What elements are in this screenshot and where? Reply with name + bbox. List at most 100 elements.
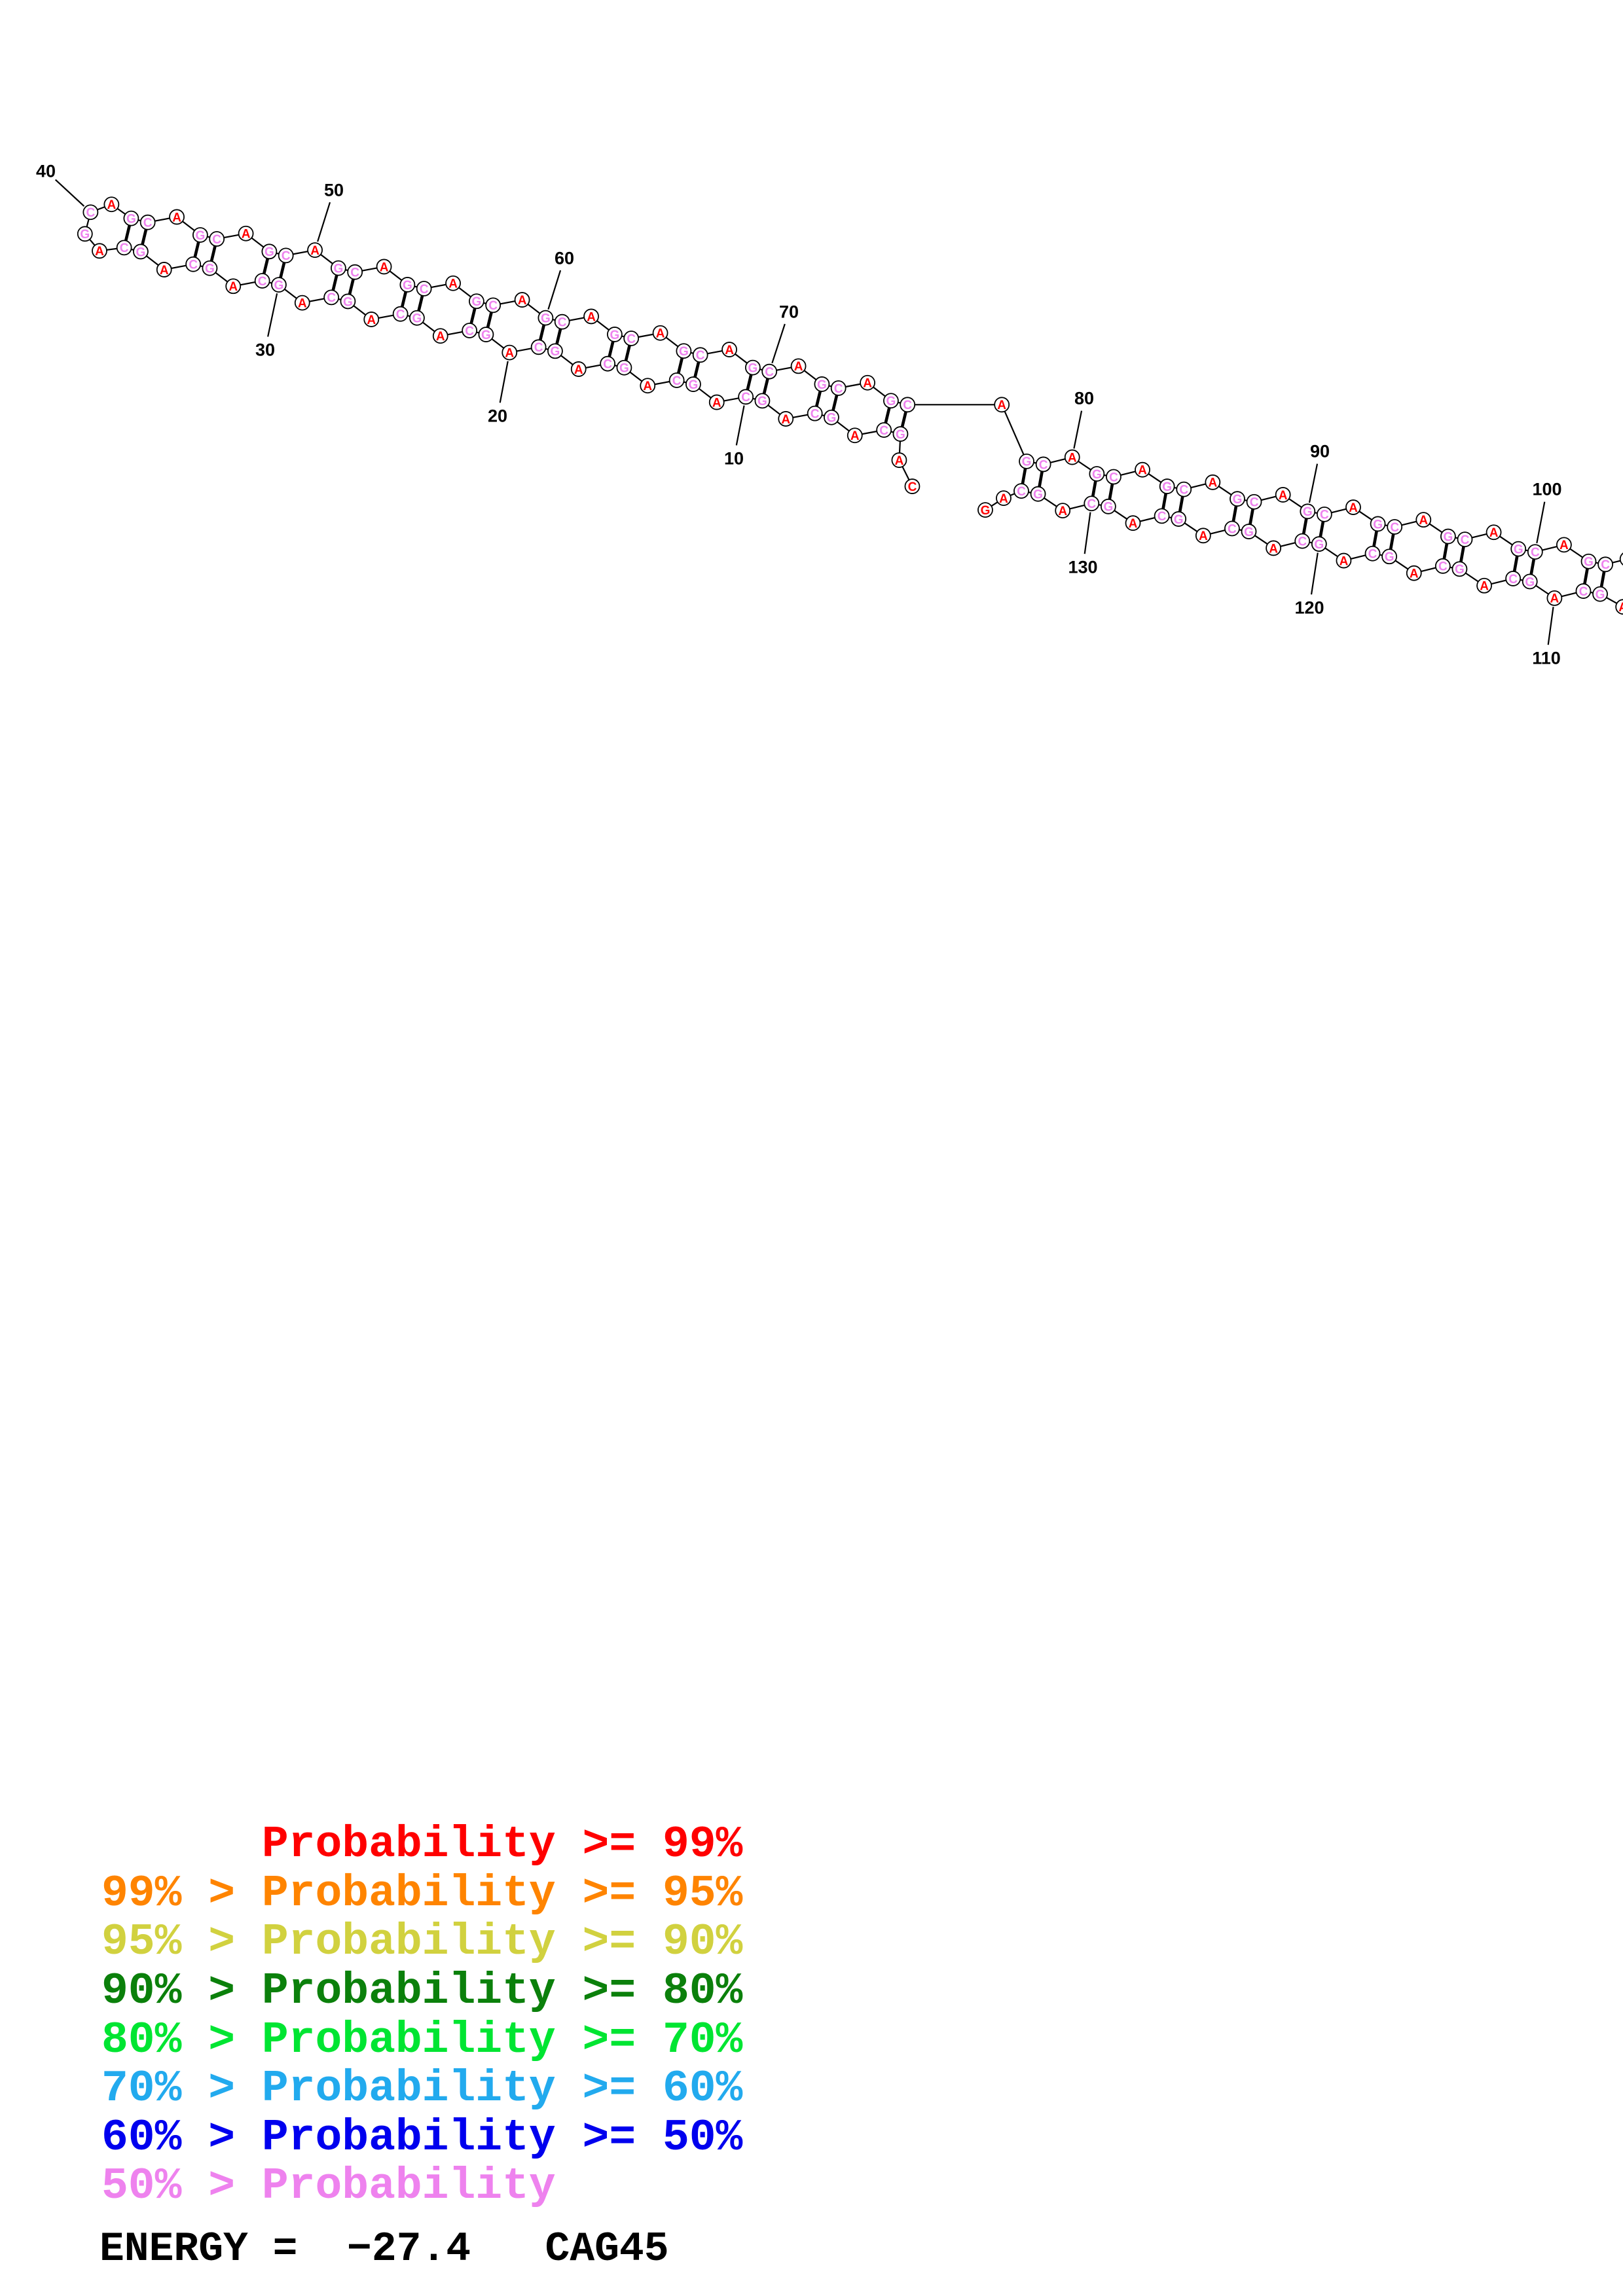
base-letter: A <box>656 327 665 341</box>
base-letter: A <box>1550 592 1559 606</box>
base-letter: G <box>481 329 491 342</box>
base-letter: G <box>412 312 422 326</box>
nucleotide-circle <box>977 502 993 518</box>
base-letter: C <box>627 332 636 346</box>
nucleotide-circle <box>399 277 416 293</box>
base-letter: A <box>794 360 803 374</box>
nucleotide-circle <box>668 372 685 388</box>
nucleotide-circle <box>1230 491 1245 507</box>
base-letter: G <box>1514 543 1523 557</box>
base-letter: G <box>896 428 905 442</box>
base-letter: A <box>1559 539 1569 552</box>
nucleotide-circle <box>1619 552 1623 565</box>
nucleotide-circle <box>1241 524 1257 539</box>
base-letter: G <box>551 345 560 359</box>
base-letter: A <box>1480 580 1489 594</box>
base-letter: G <box>689 378 699 392</box>
nucleotide-circle <box>462 323 478 338</box>
base-letter: C <box>1179 483 1188 497</box>
nucleotide-circle <box>570 361 587 377</box>
legend-row-1: Probability >= 99% <box>101 1820 743 1870</box>
legend-row-7: 60% > Probability >= 50% <box>101 2113 743 2163</box>
nucleotide-circle <box>116 240 132 256</box>
base-letter: G <box>827 412 837 425</box>
nucleotide-circle <box>708 394 725 410</box>
base-letter: A <box>505 346 514 360</box>
nucleotide-circle <box>892 426 909 442</box>
nucleotide-circle <box>238 225 254 242</box>
base-letter: C <box>143 217 153 230</box>
base-letter: C <box>1320 509 1329 522</box>
base-letter: G <box>679 345 689 359</box>
nucleotide-circle <box>807 405 823 422</box>
nucleotide-circle <box>225 278 242 295</box>
base-letter: C <box>465 325 474 338</box>
nucleotide-circle <box>1089 466 1105 482</box>
base-letter: G <box>1162 480 1172 494</box>
base-letter: C <box>908 480 917 494</box>
base-letter: G <box>264 245 274 259</box>
base-letter: C <box>1601 558 1610 572</box>
nucleotide-circle <box>278 247 294 264</box>
nucleotide-circle <box>1522 573 1538 590</box>
base-letter: C <box>1228 522 1237 536</box>
nucleotide-circle <box>824 409 839 425</box>
base-letter: G <box>541 312 551 325</box>
position-label: 60 <box>555 249 574 268</box>
base-letter: G <box>1455 563 1465 577</box>
nucleotide-circle <box>554 314 570 330</box>
nucleotide-circle <box>209 231 225 247</box>
base-letter: C <box>879 424 888 438</box>
nucleotide-circle <box>1476 577 1492 594</box>
nucleotide-circle <box>1019 453 1034 469</box>
base-letter: G <box>1233 493 1243 507</box>
base-letter: A <box>518 294 527 308</box>
position-label: 120 <box>1294 598 1324 618</box>
nucleotide-circle <box>860 374 875 391</box>
base-letter: C <box>1298 535 1307 548</box>
base-letter: A <box>448 278 458 291</box>
nucleotide-circle <box>1345 499 1361 515</box>
nucleotide-circle <box>330 260 346 276</box>
base-letter: C <box>420 283 429 296</box>
base-letter: A <box>1489 526 1499 540</box>
nucleotide-circle <box>1370 516 1386 532</box>
base-letter: G <box>80 228 90 242</box>
nucleotide-circle <box>1556 537 1572 553</box>
position-label-line <box>54 179 85 207</box>
nucleotide-circle <box>363 312 380 327</box>
base-letter: C <box>86 206 95 220</box>
base-letter: A <box>298 296 307 310</box>
nucleotide-circle <box>294 295 310 311</box>
nucleotide-circle <box>883 393 899 409</box>
nucleotide-circle <box>254 273 270 289</box>
nucleotide-circle <box>721 342 737 357</box>
base-letter: A <box>1269 542 1278 556</box>
nucleotide-circle <box>640 378 656 394</box>
base-letter: C <box>765 366 774 380</box>
base-letter: A <box>310 244 319 258</box>
base-letter: G <box>1092 468 1102 482</box>
nucleotide-circle <box>583 308 599 325</box>
nucleotide-circle <box>1195 528 1211 544</box>
base-letter: G <box>274 279 284 293</box>
base-letter: C <box>1109 471 1118 484</box>
nucleotide-circle <box>1275 487 1291 503</box>
nucleotide-circle <box>790 358 807 374</box>
nucleotide-circle <box>1084 495 1100 512</box>
nucleotide-circle <box>92 243 107 259</box>
base-letter: G <box>619 362 629 376</box>
nucleotide-circle <box>271 277 287 293</box>
nucleotide-circle <box>77 226 93 242</box>
base-letter: A <box>1410 567 1419 581</box>
nucleotide-circle <box>1300 503 1316 520</box>
base-letter: G <box>205 262 215 276</box>
nucleotide-circle <box>1135 461 1150 478</box>
nucleotide-circle <box>307 242 323 259</box>
nucleotide-circle <box>156 262 172 278</box>
base-letter: G <box>1596 588 1605 601</box>
nucleotide-circle <box>814 376 830 392</box>
position-label: 130 <box>1068 558 1097 577</box>
